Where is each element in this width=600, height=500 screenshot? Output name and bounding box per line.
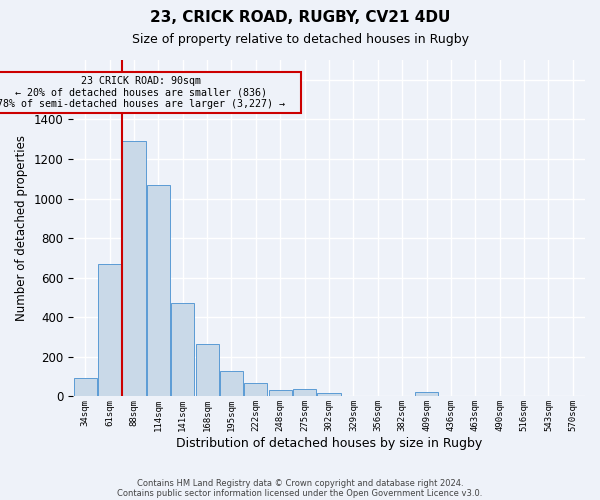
Bar [244, 383, 268, 396]
Bar [317, 394, 341, 396]
Bar [415, 392, 438, 396]
Bar [74, 378, 97, 396]
Text: Contains HM Land Registry data © Crown copyright and database right 2024.: Contains HM Land Registry data © Crown c… [137, 478, 463, 488]
Bar [196, 344, 218, 397]
Text: Contains public sector information licensed under the Open Government Licence v3: Contains public sector information licen… [118, 488, 482, 498]
Bar [293, 390, 316, 396]
Text: Size of property relative to detached houses in Rugby: Size of property relative to detached ho… [131, 32, 469, 46]
Y-axis label: Number of detached properties: Number of detached properties [15, 135, 28, 321]
Bar [220, 370, 243, 396]
Bar [98, 264, 121, 396]
Bar [171, 304, 194, 396]
Text: 23, CRICK ROAD, RUGBY, CV21 4DU: 23, CRICK ROAD, RUGBY, CV21 4DU [150, 10, 450, 25]
Bar [147, 184, 170, 396]
Bar [269, 390, 292, 396]
X-axis label: Distribution of detached houses by size in Rugby: Distribution of detached houses by size … [176, 437, 482, 450]
Text: 23 CRICK ROAD: 90sqm  
  ← 20% of detached houses are smaller (836)  
  78% of s: 23 CRICK ROAD: 90sqm ← 20% of detached h… [0, 76, 297, 109]
Bar [122, 141, 146, 397]
